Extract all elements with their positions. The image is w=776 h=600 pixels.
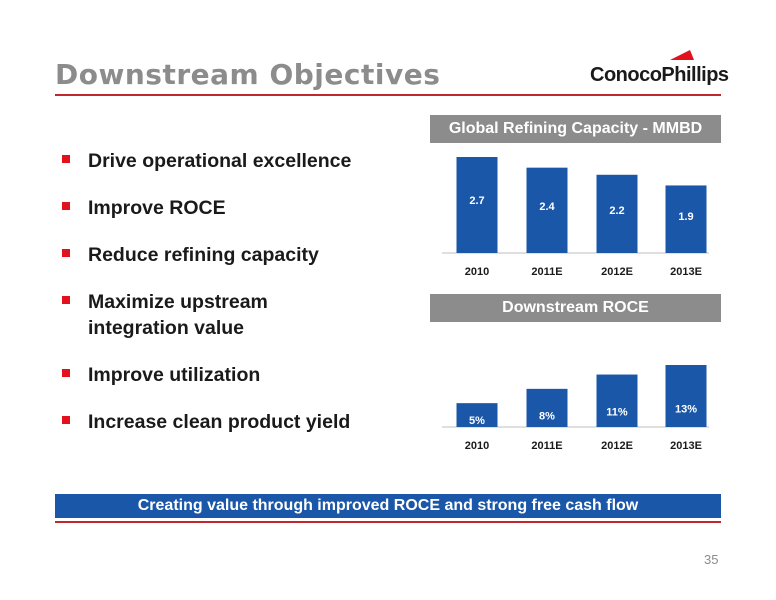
bullet-item: Reduce refining capacity: [62, 242, 408, 268]
bullet-text: Increase clean product yield: [88, 411, 351, 433]
page-number: 35: [704, 552, 719, 567]
bullet-square-icon: [62, 202, 70, 210]
roce-bar: [456, 403, 498, 427]
roce-chart-title: Downstream ROCE: [430, 294, 721, 322]
bullet-item: Improve ROCE: [62, 195, 408, 221]
capacity-bar-chart: 2.7 2010 2.4 2011E 2.2 2012E 1.9 2013E: [442, 157, 709, 278]
capacity-data-label: 1.9: [678, 211, 693, 223]
roce-bar-chart: 5% 2010 8% 2011E 11% 2012E 13% 2013E: [442, 365, 709, 452]
roce-category-label: 2012E: [601, 440, 633, 452]
capacity-data-label: 2.2: [609, 205, 624, 217]
bullet-square-icon: [62, 369, 70, 377]
roce-data-label: 8%: [539, 411, 555, 423]
footer-banner: Creating value through improved ROCE and…: [55, 494, 721, 518]
capacity-bar: [596, 174, 638, 253]
capacity-chart-title: Global Refining Capacity - MMBD: [430, 115, 721, 143]
roce-category-label: 2011E: [531, 440, 562, 452]
bullet-text-continued: integration value: [88, 317, 245, 339]
roce-bar: [665, 365, 707, 427]
capacity-category-label: 2012E: [601, 266, 633, 278]
bullet-item: Maximize upstream integration value: [62, 289, 408, 341]
capacity-category-label: 2013E: [670, 266, 702, 278]
bullet-text: Drive operational excellence: [88, 150, 352, 172]
logo-text: ConocoPhillips: [590, 64, 729, 86]
roce-bar: [596, 374, 638, 427]
roce-data-label: 11%: [606, 406, 628, 418]
footer-divider: [55, 521, 721, 523]
bullet-item: Increase clean product yield: [62, 409, 408, 435]
bullet-square-icon: [62, 155, 70, 163]
page-title: Downstream Objectives: [55, 58, 441, 91]
bullet-item: Drive operational excellence: [62, 148, 408, 174]
capacity-data-label: 2.4: [539, 201, 555, 213]
title-divider: [55, 94, 721, 96]
capacity-category-label: 2011E: [531, 266, 562, 278]
logo-mark-icon: [670, 50, 694, 60]
capacity-bar: [526, 167, 568, 253]
roce-bar: [526, 388, 568, 427]
bullet-text: Improve utilization: [88, 364, 261, 386]
capacity-data-label: 2.7: [469, 195, 484, 207]
company-logo: ConocoPhillips: [590, 50, 730, 92]
bullet-square-icon: [62, 296, 70, 304]
capacity-bar: [456, 157, 498, 253]
bullet-text: Maximize upstream: [88, 291, 268, 313]
roce-category-label: 2010: [465, 440, 489, 452]
bullet-square-icon: [62, 249, 70, 257]
bullet-item: Improve utilization: [62, 362, 408, 388]
bullet-text: Reduce refining capacity: [88, 244, 319, 266]
roce-data-label: 13%: [675, 403, 697, 415]
capacity-bar: [665, 185, 707, 253]
bullet-square-icon: [62, 416, 70, 424]
bullet-text: Improve ROCE: [88, 197, 226, 219]
capacity-category-label: 2010: [465, 266, 489, 278]
roce-data-label: 5%: [469, 415, 485, 427]
bullet-list: Drive operational excellence Improve ROC…: [62, 148, 408, 456]
roce-category-label: 2013E: [670, 440, 702, 452]
